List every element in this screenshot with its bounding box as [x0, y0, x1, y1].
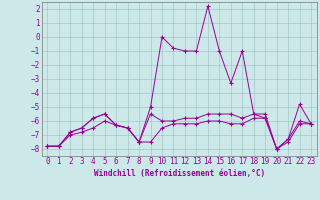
X-axis label: Windchill (Refroidissement éolien,°C): Windchill (Refroidissement éolien,°C): [94, 169, 265, 178]
